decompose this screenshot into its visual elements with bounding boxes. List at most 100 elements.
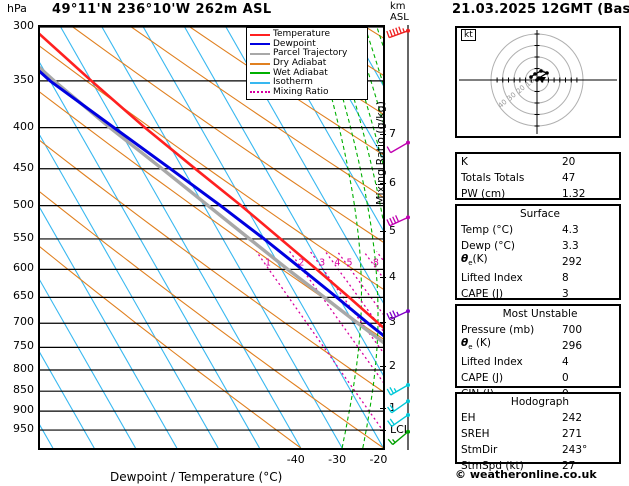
hodograph-ring-label: 20 xyxy=(515,84,527,96)
pressure-tick-850: 850 xyxy=(13,383,34,397)
table-header-row: Surface xyxy=(457,206,619,222)
table-row-value: 700 xyxy=(562,323,583,336)
mixing-ratio-label: 2 xyxy=(298,257,304,268)
pressure-tick-650: 650 xyxy=(13,289,34,303)
km-tick-4: 4 xyxy=(389,269,396,283)
surface-table: Surface Temp (°C) 4.3 Dewp (°C) 3.3 θe(K) 292 L… xyxy=(455,204,621,315)
pressure-tick-500: 500 xyxy=(13,197,34,211)
table-row-value: 1.32 xyxy=(562,187,586,200)
table-title: Surface xyxy=(519,207,560,220)
x-axis-title: Dewpoint / Temperature (°C) xyxy=(110,470,283,484)
table-row-value: 27 xyxy=(562,459,576,472)
legend-swatch xyxy=(250,52,270,55)
table-row: Lifted Index 8 xyxy=(457,270,619,286)
pressure-tick-400: 400 xyxy=(13,119,34,133)
wind-barb xyxy=(386,215,410,227)
table-row-value: 243° xyxy=(562,443,588,456)
km-tick-mark xyxy=(380,408,386,410)
legend-item-wet-adiabat: Wet Adiabat xyxy=(250,68,364,78)
legend-swatch xyxy=(250,43,270,46)
table-row-value: 47 xyxy=(562,171,576,184)
table-row-key: K xyxy=(461,155,468,168)
table-row-key: θe (K) xyxy=(461,337,491,352)
legend-label: Wet Adiabat xyxy=(273,67,328,78)
table-row-value: 3.3 xyxy=(562,239,579,252)
table-row-value: 3 xyxy=(562,287,569,300)
hodograph-plot: 10 20 30 40 xyxy=(455,26,621,138)
indices-table: K 20 Totals Totals 47 PW (cm) 1.32 xyxy=(455,152,621,200)
copyright-label: © weatheronline.co.uk xyxy=(455,468,597,481)
legend-swatch xyxy=(250,91,270,94)
km-tick-mark xyxy=(380,230,386,232)
table-row: θe (K) 296 xyxy=(457,338,619,354)
legend-swatch xyxy=(250,33,270,36)
legend-swatch xyxy=(250,72,270,75)
lcl-tick-mark xyxy=(380,429,386,431)
km-tick-mark xyxy=(380,365,386,367)
km-tick-mark xyxy=(380,276,386,278)
table-row: Pressure (mb) 700 xyxy=(457,322,619,338)
legend-item-dewpoint: Dewpoint xyxy=(250,38,364,50)
table-row-key: EH xyxy=(461,411,476,424)
table-row: SREH 271 xyxy=(457,426,619,442)
legend-label: Dry Adiabat xyxy=(273,58,327,69)
table-header-row: Most Unstable xyxy=(457,306,619,322)
table-row-value: 4 xyxy=(562,355,569,368)
legend-item-temperature: Temperature xyxy=(250,30,364,40)
temp-tick--20: -20 xyxy=(369,453,388,466)
table-row: K 20 xyxy=(457,154,619,170)
table-row-key: Lifted Index xyxy=(461,271,523,284)
wind-barb xyxy=(386,140,410,154)
mixing-ratio-label: 4 xyxy=(334,257,340,268)
mixing-ratio-label: 1 xyxy=(265,257,271,268)
mixing-ratio-label: 8 xyxy=(373,257,379,268)
temp-tick--30: -30 xyxy=(328,453,347,466)
mixing-ratio-label: 3 xyxy=(319,257,325,268)
km-tick-6: 6 xyxy=(389,176,396,190)
most-unstable-table: Most Unstable Pressure (mb) 700 θe (K) 296 Li… xyxy=(455,304,621,399)
pressure-unit-label: hPa xyxy=(7,2,27,15)
legend-item-dry-adiabat: Dry Adiabat xyxy=(250,59,364,69)
pressure-tick-900: 900 xyxy=(13,403,34,417)
table-row-key: SREH xyxy=(461,427,490,440)
legend-label: Isotherm xyxy=(273,77,313,88)
pressure-tick-350: 350 xyxy=(13,72,34,86)
mixing-ratio-label: 5 xyxy=(346,257,352,268)
legend: Temperature Dewpoint Parcel Trajectory Dry … xyxy=(246,27,368,101)
hodograph-unit-label: kt xyxy=(461,29,476,41)
table-row: θe(K) 292 xyxy=(457,254,619,270)
legend-label: Dewpoint xyxy=(273,38,316,49)
table-row-value: 292 xyxy=(562,255,583,268)
table-row: StmSpd (kt) 27 xyxy=(457,458,619,474)
table-row: PW (cm) 1.32 xyxy=(457,186,619,202)
legend-item-parcel-trajectory: Parcel Trajectory xyxy=(250,49,364,59)
pressure-tick-450: 450 xyxy=(13,160,34,174)
km-tick-5: 5 xyxy=(389,223,396,237)
table-title: Hodograph xyxy=(510,395,570,408)
hodograph-table: Hodograph EH 242 SREH 271 StmDir 243° StmSpd (k… xyxy=(455,392,621,471)
km-tick-2: 2 xyxy=(389,358,396,372)
table-row-value: 296 xyxy=(562,339,583,352)
wind-barb xyxy=(386,26,410,39)
legend-item-mixing-ratio: Mixing Ratio xyxy=(250,87,364,98)
wind-barb xyxy=(386,309,410,321)
hodograph-ring-label: 10 xyxy=(524,77,536,89)
pressure-tick-550: 550 xyxy=(13,230,34,244)
table-row-key: Temp (°C) xyxy=(461,223,514,236)
table-row-key: CAPE (J) xyxy=(461,371,504,384)
table-row-key: Pressure (mb) xyxy=(461,323,535,336)
km-tick-3: 3 xyxy=(389,314,396,328)
table-row-key: StmSpd (kt) xyxy=(461,459,524,472)
wind-barb xyxy=(386,383,410,396)
km-tick-mark xyxy=(380,321,386,323)
legend-swatch xyxy=(250,81,270,84)
pressure-tick-750: 750 xyxy=(13,339,34,353)
hodograph-ring-label: 30 xyxy=(506,91,518,103)
km-tick-mark xyxy=(380,134,386,136)
table-row-value: 20 xyxy=(562,155,576,168)
table-row-key: Dewp (°C) xyxy=(461,239,515,252)
km-unit-label: km xyxy=(390,1,406,12)
station-coordinates-title: 49°11'N 236°10'W 262m ASL xyxy=(52,2,272,17)
